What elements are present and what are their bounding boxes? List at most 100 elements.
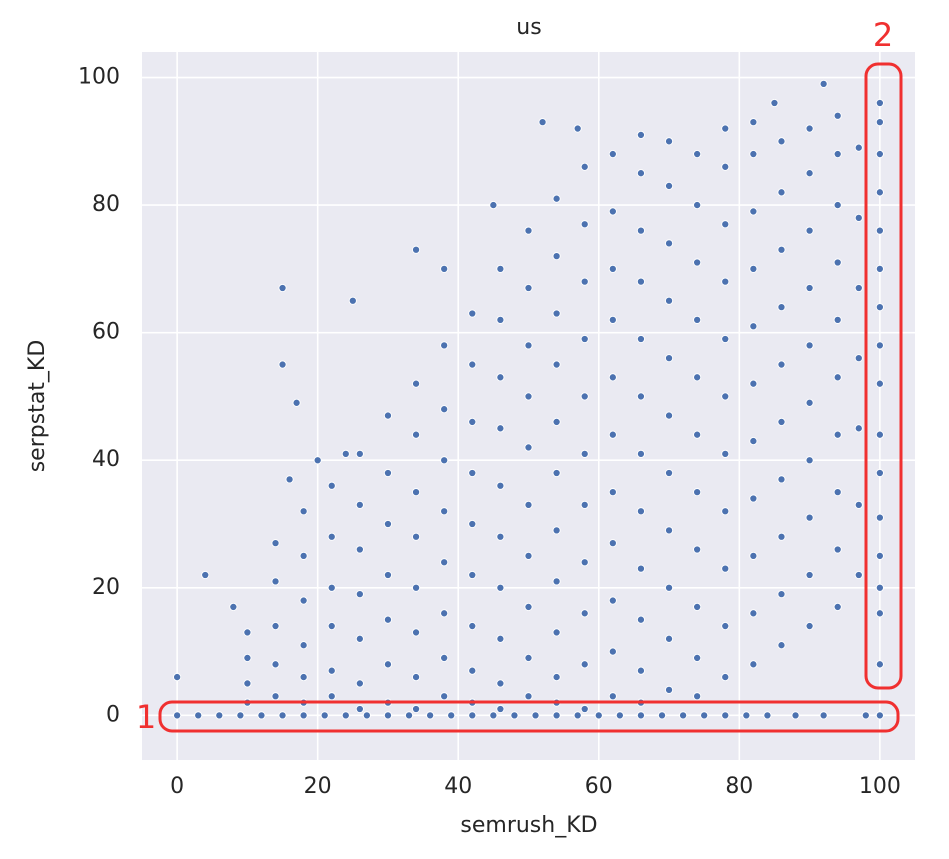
point <box>271 622 280 631</box>
point <box>693 150 702 159</box>
point <box>777 188 786 197</box>
point <box>636 392 645 401</box>
point <box>664 296 674 305</box>
point <box>777 641 786 650</box>
point <box>552 673 561 682</box>
point <box>496 315 505 324</box>
point <box>468 309 477 318</box>
point <box>693 258 702 267</box>
point <box>573 124 582 133</box>
point <box>875 551 884 560</box>
point <box>468 711 477 720</box>
point <box>355 590 364 599</box>
point <box>805 398 814 407</box>
point <box>721 220 730 229</box>
point <box>664 685 674 694</box>
point <box>496 634 505 643</box>
point <box>468 570 477 580</box>
point <box>636 130 645 139</box>
point <box>524 341 533 350</box>
point <box>721 711 730 720</box>
point <box>679 711 688 720</box>
point <box>299 596 308 605</box>
point <box>608 539 617 548</box>
point <box>552 417 561 426</box>
point <box>664 181 674 190</box>
point <box>608 488 617 497</box>
point <box>201 570 210 580</box>
point <box>292 398 301 407</box>
point <box>749 379 758 388</box>
point <box>636 226 645 235</box>
point <box>524 602 533 611</box>
point <box>524 551 533 560</box>
y-tick-label: 60 <box>92 320 120 345</box>
point <box>412 430 421 439</box>
point <box>243 653 252 662</box>
point <box>299 711 308 720</box>
point <box>875 150 884 159</box>
point <box>854 213 863 222</box>
x-tick-label: 80 <box>725 774 753 799</box>
point <box>299 641 308 650</box>
point <box>440 341 449 350</box>
point <box>278 283 287 293</box>
point <box>721 277 730 286</box>
point <box>721 334 730 344</box>
point <box>552 468 561 478</box>
point <box>552 628 561 637</box>
point <box>404 711 414 720</box>
point <box>440 692 449 701</box>
point <box>777 137 786 146</box>
point <box>721 124 730 133</box>
point <box>440 558 449 567</box>
point <box>215 711 224 720</box>
point <box>721 507 730 516</box>
point <box>524 500 533 509</box>
point <box>412 532 421 541</box>
y-tick-label: 20 <box>92 575 120 600</box>
point <box>777 417 786 426</box>
point <box>693 545 702 554</box>
point <box>749 207 758 216</box>
point <box>636 666 645 675</box>
point <box>777 590 786 599</box>
point <box>749 264 758 273</box>
point <box>615 711 624 720</box>
point <box>327 481 336 490</box>
point <box>777 360 786 369</box>
point <box>524 392 533 401</box>
point <box>608 207 617 216</box>
point <box>440 507 449 516</box>
point <box>875 468 884 478</box>
point <box>854 283 863 293</box>
point <box>496 679 505 688</box>
point <box>327 583 336 592</box>
point <box>552 309 561 318</box>
y-tick-label: 100 <box>78 65 120 90</box>
point <box>875 118 884 127</box>
point <box>383 519 393 529</box>
point <box>749 118 758 127</box>
point <box>412 628 421 637</box>
point <box>355 545 364 554</box>
point <box>383 711 393 720</box>
point <box>243 628 252 637</box>
point <box>489 711 498 720</box>
point <box>496 424 505 433</box>
point <box>496 532 505 541</box>
point <box>875 226 884 235</box>
point <box>271 577 280 586</box>
point <box>854 500 863 509</box>
point <box>552 577 561 586</box>
point <box>580 660 589 669</box>
point <box>693 602 702 611</box>
point <box>552 360 561 369</box>
point <box>496 373 505 382</box>
point <box>805 513 814 522</box>
point <box>805 226 814 235</box>
point <box>313 456 322 465</box>
point <box>440 405 449 414</box>
x-tick-label: 20 <box>304 774 332 799</box>
annotation: 1 <box>136 698 156 736</box>
